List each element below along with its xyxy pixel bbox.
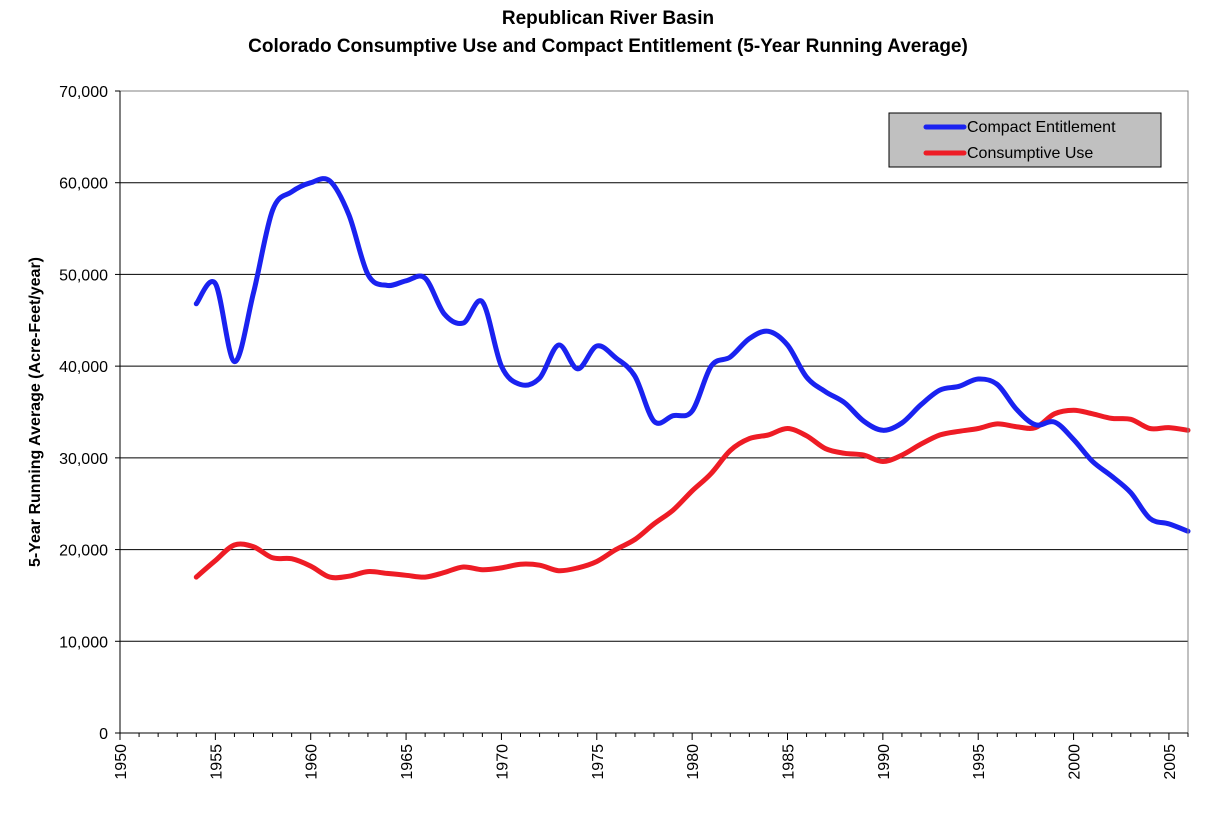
x-tick-label: 2005 (1162, 744, 1179, 780)
x-tick-label: 1990 (876, 744, 893, 780)
y-tick-label: 0 (99, 726, 108, 743)
x-tick-label: 1980 (685, 744, 702, 780)
y-tick-label: 30,000 (59, 451, 108, 468)
axes: 0 10,000 20,000 30,000 40,000 50,000 60,000 70,… (59, 84, 1189, 780)
x-tick-label: 2000 (1067, 744, 1084, 780)
x-tick-label: 1960 (304, 744, 321, 780)
legend-label-consumptive-use: Consumptive Use (967, 145, 1093, 162)
chart-title: Republican River Basin (501, 8, 715, 29)
x-tick-label: 1985 (781, 744, 798, 780)
legend-box (888, 112, 1162, 168)
y-tick-label: 60,000 (59, 176, 108, 193)
legend-label-compact-entitlement: Compact Entitlement (967, 119, 1116, 136)
y-tick-label: 50,000 (59, 267, 108, 284)
series-line-consumptive-use (193, 407, 1191, 581)
x-tick-label: 1965 (399, 744, 416, 780)
x-tick-label: 1995 (971, 744, 988, 780)
y-tick-label: 70,000 (59, 84, 108, 101)
y-tick-label: 10,000 (59, 634, 108, 651)
x-tick-label: 1970 (494, 744, 511, 780)
y-tick-label: 20,000 (59, 543, 108, 560)
y-axis-title: 5-Year Running Average (Acre-Feet/year) (27, 257, 44, 567)
y-tick-label: 40,000 (59, 359, 108, 376)
legend: Compact Entitlement Consumptive Use (888, 112, 1162, 168)
x-tick-label: 1950 (113, 744, 130, 780)
x-tick-label: 1975 (590, 744, 607, 780)
plot-area-border (119, 90, 1189, 734)
x-tick-label: 1955 (208, 744, 225, 780)
series-line-compact-entitlement (193, 176, 1191, 534)
series-lines (193, 176, 1191, 581)
chart-subtitle: Colorado Consumptive Use and Compact Ent… (248, 36, 968, 57)
